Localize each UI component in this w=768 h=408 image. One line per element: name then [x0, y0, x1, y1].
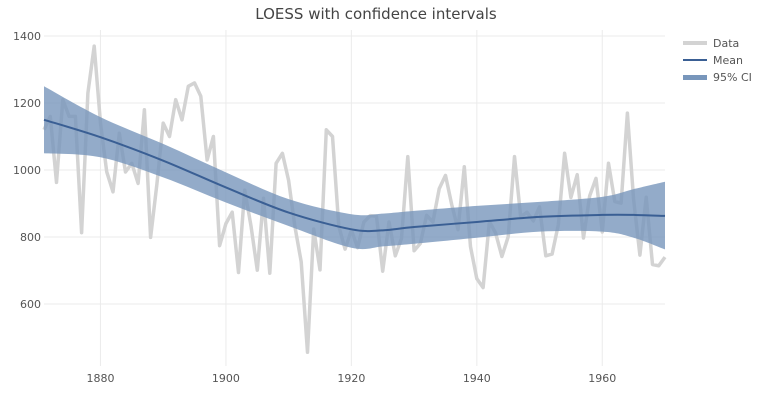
x-axis-ticks: 1880 1900 1920 1940 1960 — [86, 372, 616, 385]
legend-item-ci[interactable]: 95% CI — [683, 71, 752, 84]
y-axis-ticks: 600 800 1000 1200 1400 — [13, 30, 41, 311]
x-tick-label: 1960 — [588, 372, 616, 385]
y-tick-label: 600 — [20, 298, 41, 311]
ci-band — [44, 86, 665, 250]
legend[interactable]: Data Mean 95% CI — [683, 37, 752, 84]
plot-area — [42, 44, 667, 355]
x-tick-label: 1900 — [212, 372, 240, 385]
legend-item-data[interactable]: Data — [683, 37, 739, 50]
y-tick-label: 800 — [20, 231, 41, 244]
x-tick-label: 1920 — [337, 372, 365, 385]
x-tick-label: 1940 — [463, 372, 491, 385]
chart-title: LOESS with confidence intervals — [255, 5, 497, 23]
legend-label-data: Data — [713, 37, 739, 50]
y-tick-label: 1400 — [13, 30, 41, 43]
y-tick-label: 1000 — [13, 164, 41, 177]
legend-swatch-ci — [683, 75, 707, 80]
legend-label-mean: Mean — [713, 54, 743, 67]
legend-label-ci: 95% CI — [713, 71, 752, 84]
data-line — [42, 44, 667, 355]
mean-line — [43, 118, 666, 233]
x-tick-label: 1880 — [86, 372, 114, 385]
legend-item-mean[interactable]: Mean — [683, 54, 743, 67]
y-tick-label: 1200 — [13, 97, 41, 110]
